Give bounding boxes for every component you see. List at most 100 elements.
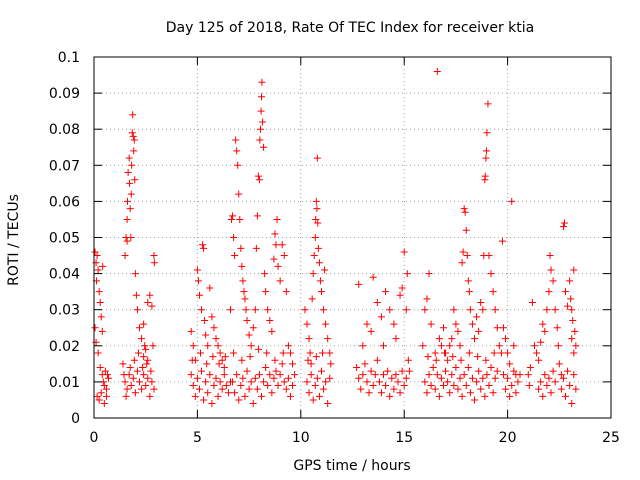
data-point bbox=[530, 342, 538, 350]
data-point bbox=[260, 378, 268, 386]
data-point bbox=[499, 324, 507, 332]
data-point bbox=[188, 356, 196, 364]
data-point bbox=[468, 320, 476, 328]
data-point bbox=[487, 270, 495, 278]
y-tick-label: 0.04 bbox=[49, 267, 80, 283]
y-tick-label: 0.02 bbox=[49, 339, 80, 355]
data-point bbox=[514, 378, 522, 386]
data-point bbox=[303, 320, 311, 328]
data-point bbox=[286, 349, 294, 357]
data-point bbox=[359, 371, 367, 379]
data-point bbox=[310, 252, 318, 260]
data-point bbox=[439, 382, 447, 390]
data-point bbox=[435, 335, 443, 343]
data-point bbox=[543, 382, 551, 390]
data-point bbox=[444, 378, 452, 386]
data-point bbox=[373, 356, 381, 364]
data-point bbox=[206, 371, 214, 379]
data-point bbox=[150, 252, 158, 260]
data-point bbox=[425, 270, 433, 278]
data-point bbox=[491, 374, 499, 382]
data-point bbox=[280, 378, 288, 386]
axis-ticks bbox=[93, 56, 612, 419]
data-point bbox=[373, 298, 381, 306]
data-point bbox=[276, 277, 284, 285]
data-point bbox=[94, 266, 102, 274]
data-point bbox=[431, 349, 439, 357]
data-point bbox=[557, 371, 565, 379]
data-point bbox=[491, 306, 499, 314]
data-point bbox=[249, 400, 257, 408]
data-point bbox=[549, 367, 557, 375]
data-point bbox=[458, 259, 466, 267]
data-point bbox=[392, 335, 400, 343]
data-point bbox=[572, 342, 580, 350]
data-point bbox=[273, 215, 281, 223]
data-point bbox=[148, 302, 156, 310]
data-point bbox=[477, 298, 485, 306]
data-point bbox=[146, 392, 154, 400]
data-point bbox=[460, 205, 468, 213]
data-point bbox=[100, 382, 108, 390]
data-point bbox=[307, 371, 315, 379]
data-point bbox=[465, 349, 473, 357]
data-point bbox=[149, 342, 157, 350]
data-point bbox=[405, 367, 413, 375]
data-point bbox=[567, 295, 575, 303]
data-point bbox=[502, 385, 510, 393]
data-point bbox=[568, 400, 576, 408]
data-point bbox=[384, 367, 392, 375]
data-point bbox=[394, 378, 402, 386]
data-point bbox=[129, 132, 137, 140]
y-tick-labels: 0 0.01 0.02 0.03 0.04 0.05 0.06 0.07 0.08 0.09 0.1 bbox=[49, 50, 80, 427]
plot-frame bbox=[93, 56, 612, 419]
data-point bbox=[93, 252, 101, 260]
data-point bbox=[239, 277, 247, 285]
data-point bbox=[212, 374, 220, 382]
data-point bbox=[236, 215, 244, 223]
data-point bbox=[572, 385, 580, 393]
data-point bbox=[474, 353, 482, 361]
data-point bbox=[320, 385, 328, 393]
data-point bbox=[560, 219, 568, 227]
data-point bbox=[289, 382, 297, 390]
data-point bbox=[142, 382, 150, 390]
data-point bbox=[123, 215, 131, 223]
chart-title: Day 125 of 2018, Rate Of TEC Index for r… bbox=[166, 20, 534, 36]
data-point bbox=[251, 306, 259, 314]
data-point bbox=[131, 389, 139, 397]
data-point bbox=[241, 295, 249, 303]
data-point bbox=[263, 349, 271, 357]
data-point bbox=[135, 378, 143, 386]
data-point bbox=[230, 349, 238, 357]
data-point bbox=[123, 385, 131, 393]
y-tick-label: 0 bbox=[71, 411, 80, 427]
data-point bbox=[235, 396, 243, 404]
data-point bbox=[481, 172, 489, 180]
data-point bbox=[305, 335, 313, 343]
data-point bbox=[312, 215, 320, 223]
data-point bbox=[132, 291, 140, 299]
data-point bbox=[266, 317, 274, 325]
x-tick-label: 5 bbox=[193, 430, 202, 446]
data-point bbox=[441, 349, 449, 357]
data-point bbox=[313, 374, 321, 382]
data-point bbox=[456, 342, 464, 350]
data-point bbox=[557, 385, 565, 393]
data-point bbox=[317, 367, 325, 375]
data-point bbox=[214, 392, 222, 400]
data-point bbox=[497, 349, 505, 357]
data-point bbox=[463, 252, 471, 260]
data-point bbox=[468, 374, 476, 382]
data-point bbox=[454, 327, 462, 335]
data-point bbox=[140, 353, 148, 361]
data-point bbox=[241, 392, 249, 400]
data-point bbox=[464, 363, 472, 371]
data-point bbox=[245, 331, 253, 339]
data-point bbox=[554, 342, 562, 350]
data-point bbox=[311, 234, 319, 241]
data-point bbox=[562, 392, 570, 400]
data-point bbox=[239, 374, 247, 382]
data-point bbox=[130, 356, 138, 364]
data-point bbox=[448, 371, 456, 379]
